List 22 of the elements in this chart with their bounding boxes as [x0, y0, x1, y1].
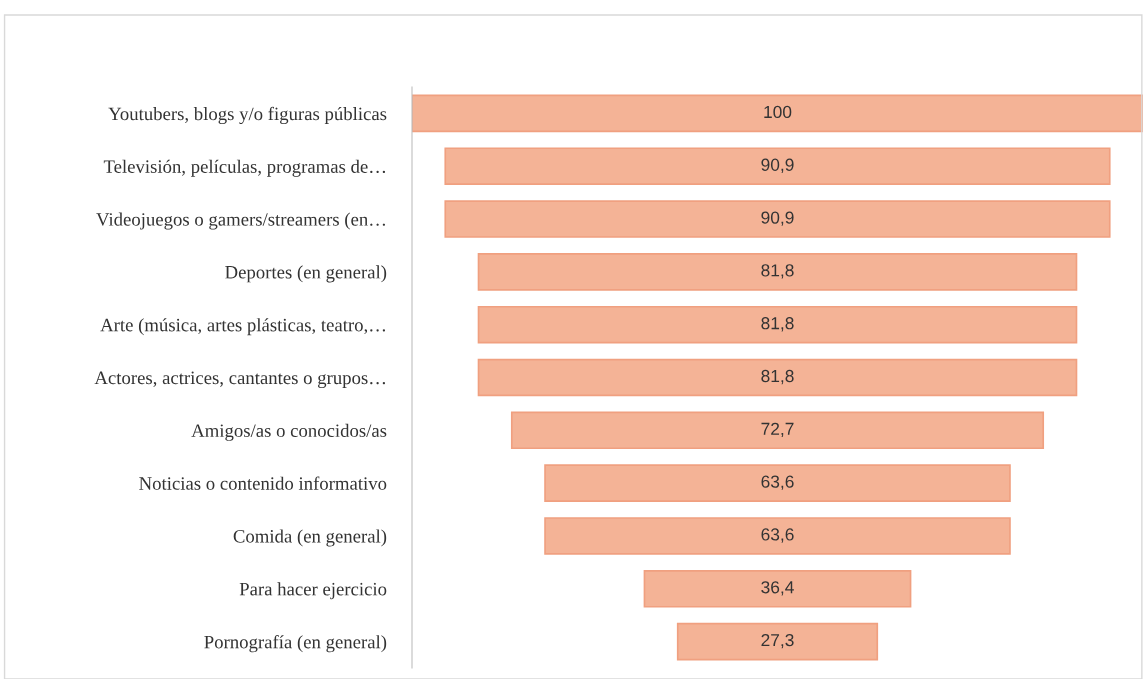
category-label: Videojuegos o gamers/streamers (en…	[96, 212, 386, 230]
data-label: 81,8	[761, 264, 794, 279]
data-label: 90,9	[761, 211, 794, 226]
category-label: Arte (música, artes plásticas, teatro,…	[100, 318, 385, 336]
data-label: 63,6	[761, 475, 794, 490]
category-label: Pornografía (en general)	[204, 634, 387, 653]
category-label: Para hacer ejercicio	[239, 582, 387, 600]
data-label: 27,3	[761, 633, 794, 649]
category-label: Deportes (en general)	[225, 265, 387, 283]
category-label: Youtubers, blogs y/o figuras públicas	[108, 106, 387, 125]
data-label: 90,9	[761, 158, 794, 173]
data-label: 63,6	[761, 528, 794, 543]
data-label: 36,4	[761, 581, 794, 596]
category-label: Televisión, películas, programas de…	[103, 159, 386, 177]
data-label: 81,8	[761, 317, 794, 332]
category-label: Actores, actrices, cantantes o grupos…	[94, 371, 385, 389]
data-label: 81,8	[761, 369, 794, 385]
category-label: Noticias o contenido informativo	[139, 476, 387, 490]
category-label: Amigos/as o conocidos/as	[191, 423, 387, 441]
data-label: 72,7	[761, 422, 794, 438]
data-label: 100	[764, 105, 792, 119]
category-label: Comida (en general)	[233, 529, 387, 547]
